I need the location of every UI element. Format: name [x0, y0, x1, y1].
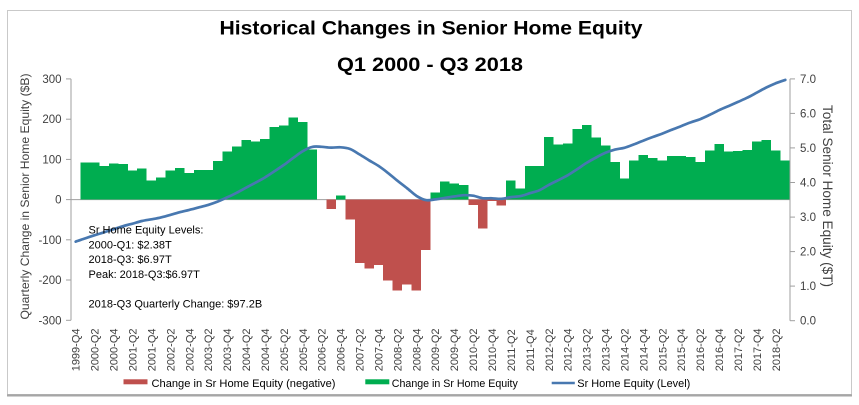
svg-text:1.0: 1.0 [800, 281, 816, 293]
svg-text:2014-Q2: 2014-Q2 [619, 328, 631, 371]
svg-text:-300: -300 [38, 315, 61, 327]
svg-text:2009-Q2: 2009-Q2 [430, 328, 442, 371]
svg-text:2017-Q2: 2017-Q2 [733, 328, 745, 371]
svg-text:2016-Q4: 2016-Q4 [714, 328, 726, 371]
svg-text:0.0: 0.0 [800, 316, 816, 328]
svg-text:2005-Q2: 2005-Q2 [279, 328, 291, 371]
svg-text:2002-Q4: 2002-Q4 [184, 328, 196, 371]
svg-text:Quarterly Change in Senior Hom: Quarterly Change in Senior Home Equity (… [18, 74, 32, 320]
svg-text:2006-Q2: 2006-Q2 [317, 328, 329, 371]
svg-text:100: 100 [42, 154, 61, 166]
svg-text:2018-Q3: $6.97T: 2018-Q3: $6.97T [89, 254, 172, 266]
svg-text:6.0: 6.0 [800, 108, 816, 120]
svg-text:2001-Q2: 2001-Q2 [128, 328, 140, 371]
svg-text:2013-Q2: 2013-Q2 [582, 328, 594, 371]
svg-text:2008-Q4: 2008-Q4 [411, 328, 423, 371]
svg-text:2010-Q4: 2010-Q4 [487, 328, 499, 371]
svg-text:2018-Q2: 2018-Q2 [771, 328, 783, 371]
svg-text:2012-Q2: 2012-Q2 [544, 328, 556, 371]
svg-text:2003-Q4: 2003-Q4 [222, 328, 234, 371]
svg-text:Sr Home Equity (Level): Sr Home Equity (Level) [577, 378, 690, 390]
svg-text:2005-Q4: 2005-Q4 [298, 328, 310, 371]
svg-text:2008-Q2: 2008-Q2 [392, 328, 404, 371]
svg-text:Total Senior Home Equity ($T): Total Senior Home Equity ($T) [820, 105, 835, 287]
svg-text:2015-Q2: 2015-Q2 [657, 328, 669, 371]
svg-text:2009-Q4: 2009-Q4 [449, 328, 461, 371]
svg-text:4.0: 4.0 [800, 178, 816, 190]
svg-text:Q1 2000 - Q3 2018: Q1 2000 - Q3 2018 [337, 55, 523, 76]
svg-text:2001-Q4: 2001-Q4 [146, 328, 158, 371]
svg-text:7.0: 7.0 [800, 74, 816, 86]
svg-text:1999-Q4: 1999-Q4 [71, 328, 83, 371]
svg-text:200: 200 [42, 114, 61, 126]
svg-text:2017-Q4: 2017-Q4 [752, 328, 764, 371]
svg-text:Historical Changes in Senior H: Historical Changes in Senior Home Equity [220, 18, 643, 39]
svg-text:Sr Home Equity Levels:: Sr Home Equity Levels: [89, 225, 204, 237]
svg-text:2013-Q4: 2013-Q4 [601, 328, 613, 371]
svg-text:2018-Q3 Quarterly Change: $97.: 2018-Q3 Quarterly Change: $97.2B [89, 299, 263, 311]
svg-text:2006-Q4: 2006-Q4 [336, 328, 348, 371]
svg-text:2014-Q4: 2014-Q4 [638, 328, 650, 371]
svg-text:Change in Sr Home Equity (nega: Change in Sr Home Equity (negative) [152, 378, 336, 390]
svg-text:2012-Q4: 2012-Q4 [563, 328, 575, 371]
svg-text:5.0: 5.0 [800, 143, 816, 155]
svg-text:-100: -100 [38, 235, 61, 247]
svg-text:2004-Q4: 2004-Q4 [260, 328, 272, 371]
svg-text:2016-Q2: 2016-Q2 [695, 328, 707, 371]
svg-text:3.0: 3.0 [800, 212, 816, 224]
svg-text:2011-Q4: 2011-Q4 [525, 329, 537, 371]
svg-text:2.0: 2.0 [800, 247, 816, 259]
svg-text:2002-Q2: 2002-Q2 [165, 328, 177, 371]
svg-text:2010-Q2: 2010-Q2 [468, 328, 480, 371]
svg-text:2000-Q2: 2000-Q2 [90, 328, 102, 371]
svg-text:Change in Sr Home Equity: Change in Sr Home Equity [392, 378, 518, 390]
svg-text:0: 0 [55, 195, 61, 207]
svg-text:2000-Q4: 2000-Q4 [109, 328, 121, 371]
svg-text:2015-Q4: 2015-Q4 [676, 328, 688, 371]
svg-text:2007-Q2: 2007-Q2 [355, 328, 367, 371]
svg-text:-200: -200 [38, 275, 61, 287]
svg-text:2000-Q1: $2.38T: 2000-Q1: $2.38T [89, 239, 172, 251]
svg-text:300: 300 [42, 74, 61, 86]
svg-text:2004-Q2: 2004-Q2 [241, 328, 253, 371]
svg-text:2007-Q4: 2007-Q4 [374, 328, 386, 371]
svg-text:Peak: 2018-Q3:$6.97T: Peak: 2018-Q3:$6.97T [89, 269, 201, 281]
svg-text:2011-Q2: 2011-Q2 [506, 329, 518, 371]
svg-text:2003-Q2: 2003-Q2 [203, 328, 215, 371]
